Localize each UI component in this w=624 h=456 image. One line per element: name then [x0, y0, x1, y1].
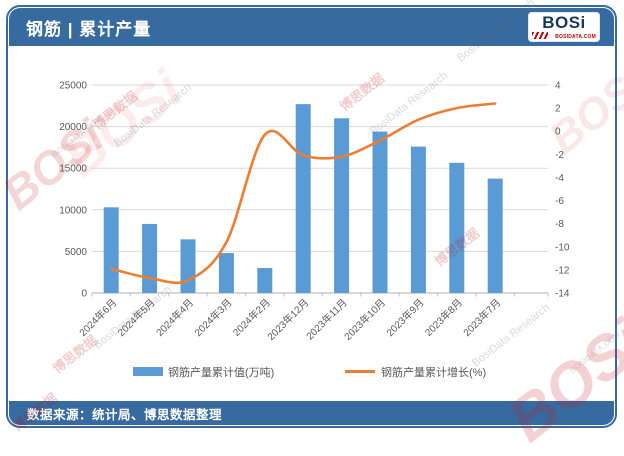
logo-wordmark: BOSi [542, 13, 586, 32]
bosi-logo: BOSi BOSIDATA.COM [528, 12, 600, 42]
header-bar: 钢筋 | 累计产量 BOSi BOSIDATA.COM [9, 8, 614, 46]
logo-stripes-icon [532, 32, 548, 39]
logo-domain: BOSIDATA.COM [555, 34, 596, 40]
page-title: 钢筋 | 累计产量 [26, 19, 152, 39]
report-card: 钢筋 | 累计产量 BOSi BOSIDATA.COM 数据来源：统计局、博思数… [6, 5, 617, 428]
source-bar: 数据来源：统计局、博思数据整理 [9, 401, 614, 425]
data-source-text: 数据来源：统计局、博思数据整理 [27, 407, 223, 422]
